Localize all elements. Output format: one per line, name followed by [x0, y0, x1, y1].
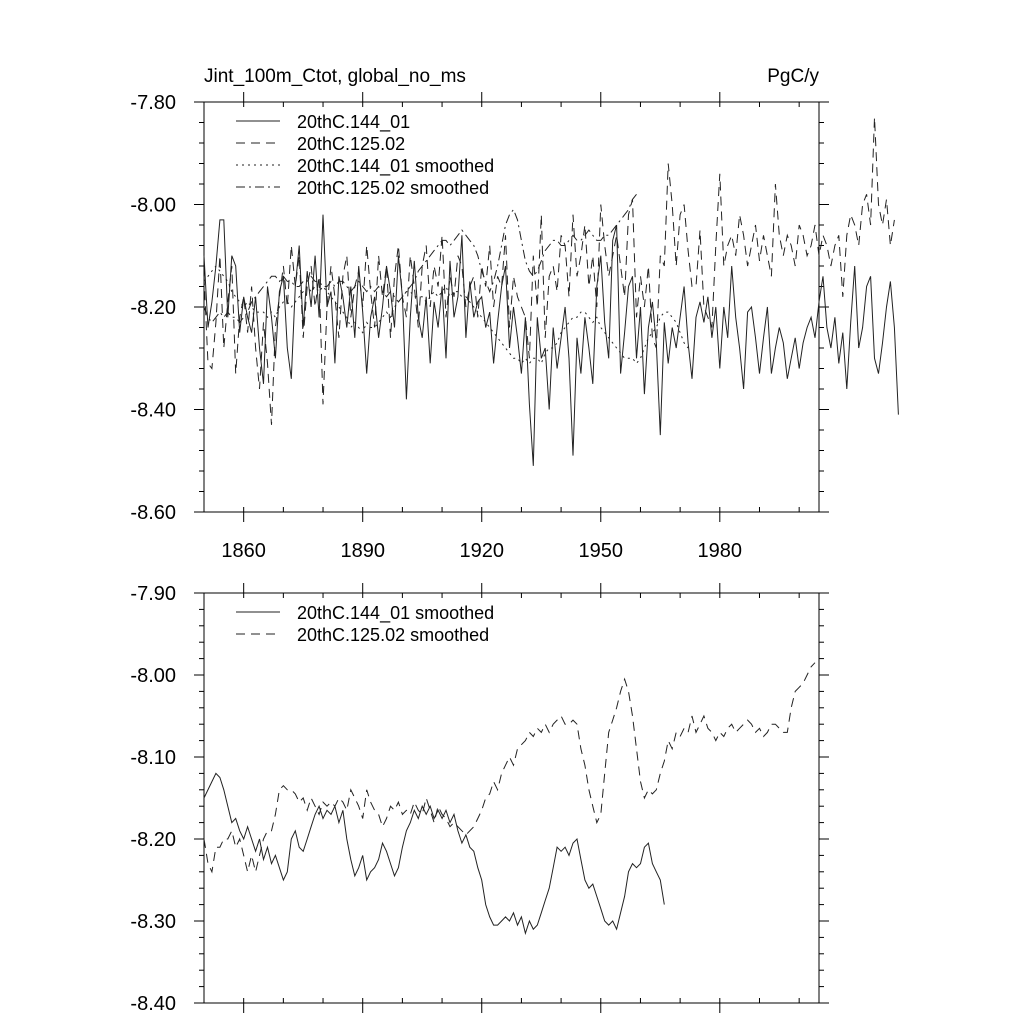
legend-label: 20thC.144_01 smoothed — [297, 156, 494, 177]
legend-label: 20thC.144_01 smoothed — [297, 603, 494, 624]
legend-label: 20thC.125.02 smoothed — [297, 178, 489, 198]
y-tick-label: -8.60 — [130, 502, 176, 524]
y-tick-label: -8.40 — [130, 993, 176, 1015]
series-line-2 — [203, 117, 895, 425]
legend-label: 20thC.125.02 smoothed — [297, 625, 489, 645]
y-tick-label: -8.20 — [130, 297, 176, 319]
y-tick-label: -8.20 — [130, 829, 176, 851]
x-tick-label: 1860 — [221, 540, 266, 562]
series-group — [203, 117, 899, 466]
series-line-1 — [203, 214, 899, 466]
series-line-1 — [203, 772, 665, 936]
series-line-2 — [203, 662, 816, 874]
x-tick-label: 1980 — [698, 540, 743, 562]
axis-ticks — [194, 92, 829, 522]
y-tick-label: -8.00 — [130, 195, 176, 217]
chart-title: Jint_100m_Ctot, global_no_ms — [204, 66, 466, 87]
units-label: PgC/y — [767, 66, 819, 87]
top-panel: Jint_100m_Ctot, global_no_ms PgC/y -7.80… — [130, 66, 899, 562]
plot-frame — [203, 592, 820, 1004]
series-group — [203, 662, 816, 936]
y-tick-label: -8.40 — [130, 400, 176, 422]
y-axis-labels: -7.90 -8.00 -8.10 -8.20 -8.30 -8.40 — [130, 583, 176, 1015]
axis-ticks — [194, 583, 829, 1013]
y-tick-label: -8.10 — [130, 747, 176, 769]
legend-label: 20thC.144_01 — [297, 112, 410, 133]
y-tick-label: -7.90 — [130, 583, 176, 605]
y-axis-labels: -7.80 -8.00 -8.20 -8.40 -8.60 — [130, 92, 176, 524]
y-tick-label: -8.00 — [130, 665, 176, 687]
legend-label: 20thC.125.02 — [297, 134, 405, 154]
x-tick-label: 1950 — [579, 540, 624, 562]
x-tick-label: 1920 — [459, 540, 504, 562]
y-tick-label: -7.80 — [130, 92, 176, 114]
series-line-4 — [203, 193, 637, 324]
x-tick-label: 1890 — [340, 540, 385, 562]
y-tick-label: -8.30 — [130, 911, 176, 933]
x-axis-labels: 1860 1890 1920 1950 1980 — [221, 540, 742, 562]
bottom-panel: -7.90 -8.00 -8.10 -8.20 -8.30 -8.40 20thC.144… — [130, 583, 829, 1015]
